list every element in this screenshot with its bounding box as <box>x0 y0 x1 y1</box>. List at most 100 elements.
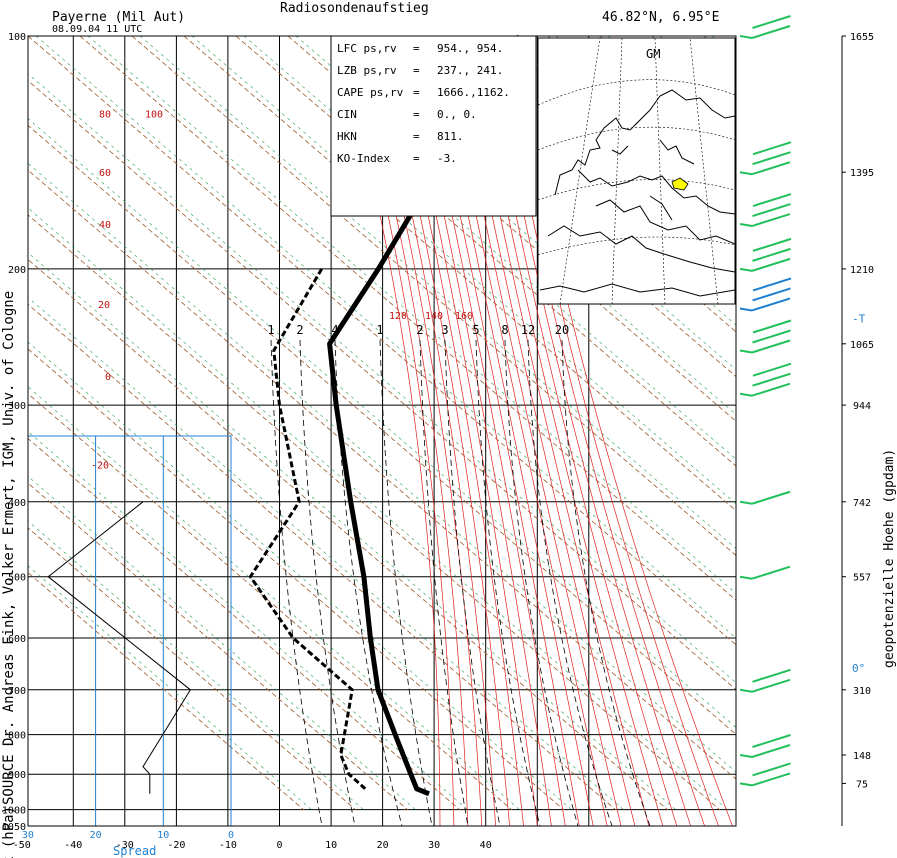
height-label: 742 <box>853 498 871 509</box>
spread-tick-label: 20 <box>90 830 102 841</box>
temperature-tick-label: 20 <box>377 840 389 851</box>
mixing-ratio-label: 1 <box>376 323 383 337</box>
height-axis-label: geopotenzielle Hoehe (gpdam) <box>882 449 897 668</box>
pressure-tick-label: 700 <box>8 686 26 697</box>
mixing-ratio-lines <box>270 339 651 826</box>
station-coords: 46.82°N, 6.95°E <box>602 10 719 25</box>
source-credit: SOURCE Dr. Andreas Fink, Volker Ermert, … <box>1 291 17 805</box>
height-label: 148 <box>853 751 871 762</box>
index-label: LFC ps,rv <box>337 42 397 55</box>
indices-box: LFC ps,rv = 954., 954. LZB ps,rv = 237., 241.… <box>330 35 537 217</box>
height-label: 557 <box>853 573 871 584</box>
spread-tick-label: 10 <box>157 830 169 841</box>
spread-panel <box>27 435 232 827</box>
location-map: GM <box>537 37 736 305</box>
wind-barb <box>739 565 791 580</box>
wind-barb <box>739 237 792 272</box>
theta-label: 80 <box>99 110 111 121</box>
height-label: 1395 <box>850 168 874 179</box>
height-label: 1065 <box>850 340 874 351</box>
pressure-tick-label: 800 <box>8 731 26 742</box>
theta-label: 40 <box>99 220 111 231</box>
index-eq: = <box>413 108 420 121</box>
mixing-ratio-label: 2 <box>416 323 423 337</box>
index-label: KO-Index <box>337 152 390 165</box>
level-marker: -T <box>852 313 866 326</box>
temperature-tick-label: -50 <box>13 840 31 851</box>
temperature-tick-label: -40 <box>64 840 82 851</box>
wind-barb <box>739 668 791 693</box>
wind-barb <box>739 762 791 787</box>
map-label: GM <box>646 47 660 61</box>
mixing-ratio-label: 3 <box>441 323 448 337</box>
pressure-tick-label: 300 <box>8 401 26 412</box>
mixing-ratio-label: 5 <box>472 323 479 337</box>
theta-label: 100 <box>145 110 163 121</box>
index-value: 0., 0. <box>437 108 477 121</box>
index-value: 811. <box>437 130 464 143</box>
spread-line <box>47 501 192 794</box>
index-eq: = <box>413 42 420 55</box>
wind-barb <box>739 193 792 228</box>
height-label: 75 <box>856 779 868 790</box>
theta-label: 60 <box>99 168 111 179</box>
mixing-ratio-label: 20 <box>555 323 569 337</box>
index-eq: = <box>413 86 420 99</box>
pressure-axis-label: Druck (hPa) <box>1 806 17 858</box>
temperature-tick-label: -10 <box>219 840 237 851</box>
theta-e-label: 140 <box>425 311 443 322</box>
pressure-tick-label: 500 <box>8 573 26 584</box>
mixing-ratio-label: 2 <box>296 323 303 337</box>
theta-e-label: 120 <box>389 311 407 322</box>
pressure-tick-label: 100 <box>8 32 26 43</box>
theta-label: -20 <box>91 461 109 472</box>
index-value: 1666.,1162. <box>437 86 510 99</box>
temperature-profile <box>327 34 522 797</box>
index-value: 954., 954. <box>437 42 503 55</box>
index-label: HKN <box>337 130 357 143</box>
chart-title: Radiosondenaufstieg <box>280 1 429 16</box>
isotherm-isobar-grid <box>28 35 846 827</box>
mixing-ratio-label: 1 <box>267 323 274 337</box>
height-label: 310 <box>853 686 871 697</box>
index-eq: = <box>413 152 420 165</box>
mixing-ratio-label: 8 <box>501 323 508 337</box>
height-label: 1210 <box>850 265 874 276</box>
spread-tick-label: 30 <box>22 830 34 841</box>
pressure-tick-label: 1050 <box>2 822 26 833</box>
wind-barbs <box>739 15 792 787</box>
spread-axis-label: Spread <box>113 844 156 858</box>
wind-barb <box>739 734 791 758</box>
wind-barb <box>739 490 791 505</box>
theta-e-label: 160 <box>455 311 473 322</box>
pressure-tick-label: 1000 <box>2 806 26 817</box>
temperature-tick-label: 10 <box>325 840 337 851</box>
index-value: 237., 241. <box>437 64 503 77</box>
pressure-tick-label: 600 <box>8 634 26 645</box>
index-label: CAPE ps,rv <box>337 86 404 99</box>
index-eq: = <box>413 64 420 77</box>
level-marker: 0° <box>852 662 865 675</box>
wind-barb <box>739 319 792 354</box>
wind-barb <box>739 15 791 39</box>
station-marker <box>671 177 689 191</box>
date-time: 08.09.04 11 UTC <box>52 24 142 35</box>
index-label: LZB ps,rv <box>337 64 397 77</box>
theta-label: 20 <box>98 300 110 311</box>
temperature-tick-label: 0 <box>276 840 282 851</box>
temperature-tick-label: -20 <box>167 840 185 851</box>
temperature-tick-label: 30 <box>428 840 440 851</box>
dewpoint-profile <box>248 268 367 790</box>
moist-adiabats <box>379 214 733 826</box>
spread-tick-label: 0 <box>228 830 234 841</box>
temperature-tick-label: 40 <box>480 840 492 851</box>
wind-barb <box>739 141 792 176</box>
station-name: Payerne (Mil Aut) <box>52 10 185 25</box>
index-label: CIN <box>337 108 357 121</box>
pressure-tick-label: 200 <box>8 265 26 276</box>
wind-barb <box>739 277 792 312</box>
pressure-tick-label: 900 <box>8 770 26 781</box>
index-value: -3. <box>437 152 457 165</box>
